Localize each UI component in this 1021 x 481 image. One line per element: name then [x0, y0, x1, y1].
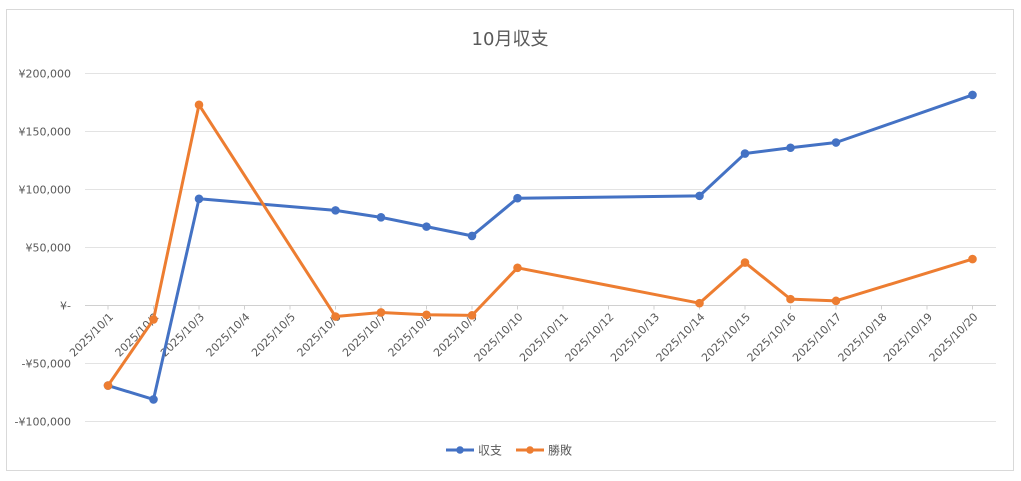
legend-marker — [526, 446, 534, 454]
y-tick-label: ¥200,000 — [19, 68, 72, 81]
chart-title: 10月収支 — [472, 29, 549, 50]
data-point — [422, 222, 431, 231]
x-tick-label: 2025/10/20 — [927, 310, 981, 364]
data-point — [376, 308, 386, 317]
x-tick-label: 2025/10/4 — [204, 310, 253, 359]
data-point — [968, 254, 977, 264]
data-point — [695, 298, 704, 308]
data-point — [740, 258, 750, 267]
data-point — [513, 193, 522, 203]
series-1 — [103, 100, 977, 390]
series-0 — [103, 90, 977, 404]
legend-item: 勝敗 — [516, 443, 572, 458]
y-tick-label: ¥100,000 — [19, 184, 72, 197]
legend-label: 収支 — [478, 444, 502, 458]
data-point — [513, 263, 522, 273]
data-point — [740, 149, 750, 158]
data-point — [422, 310, 431, 320]
data-point — [467, 231, 477, 241]
y-tick-label: ¥- — [60, 300, 71, 313]
gridlines — [85, 73, 996, 422]
series-lines — [103, 90, 977, 404]
data-point — [103, 381, 113, 390]
x-tick-label: 2025/10/7 — [340, 310, 389, 359]
legend-label: 勝敗 — [548, 443, 572, 458]
data-point — [331, 206, 340, 215]
data-point — [968, 90, 977, 100]
x-tick-label: 2025/10/5 — [249, 310, 298, 359]
data-point — [331, 312, 340, 321]
data-point — [149, 315, 158, 324]
y-tick-label: ¥150,000 — [19, 126, 72, 139]
legend-item: 収支 — [446, 444, 502, 458]
y-tick-label: -¥50,000 — [22, 358, 71, 371]
data-point — [695, 191, 704, 201]
data-point — [194, 100, 204, 110]
data-point — [194, 194, 204, 204]
legend-marker — [456, 446, 464, 454]
y-axis-ticks: ¥200,000 ¥150,000 ¥100,000 ¥50,000 ¥- -¥50,00… — [15, 68, 71, 429]
data-point — [149, 395, 158, 404]
data-point — [376, 213, 386, 222]
data-point — [831, 138, 841, 147]
legend: 収支 勝敗 — [446, 443, 572, 458]
chart-frame — [6, 9, 1014, 471]
data-point — [786, 294, 795, 304]
y-tick-label: ¥50,000 — [26, 242, 72, 255]
x-tick-label: 2025/10/1 — [67, 310, 116, 359]
data-point — [786, 143, 795, 153]
x-axis-ticks: 2025/10/12025/10/22025/10/32025/10/42025… — [67, 305, 981, 364]
y-tick-label: -¥100,000 — [15, 416, 71, 429]
data-point — [831, 296, 841, 306]
data-point — [467, 311, 477, 320]
